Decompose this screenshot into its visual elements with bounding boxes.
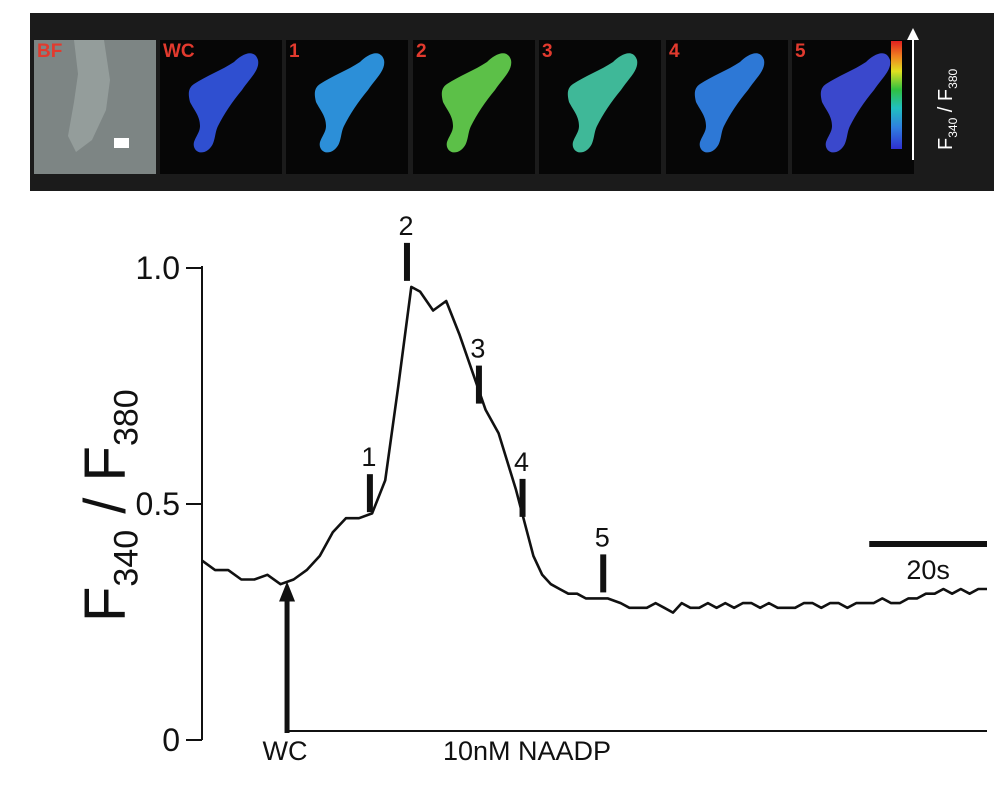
panel-label: 1 (289, 41, 300, 62)
cell-image (314, 53, 385, 153)
image-strip: BF WC 1 2 3 4 5 (30, 13, 994, 191)
time-marker-label: 3 (470, 334, 485, 364)
cell-shape (820, 53, 891, 153)
time-marker-label: 2 (398, 211, 413, 241)
image-panel-4: 4 (666, 40, 788, 174)
micro-scale-bar (114, 138, 129, 148)
time-marker-4 (519, 478, 526, 517)
colorbar-arrowhead (907, 28, 919, 40)
wc-label: WC (263, 736, 308, 766)
cell-image (820, 53, 891, 153)
treatment-label: 10nM NAADP (443, 736, 611, 766)
time-marker-3 (475, 365, 482, 404)
cell-image (694, 53, 765, 153)
time-marker-2 (403, 242, 410, 281)
panel-label: 4 (669, 41, 680, 62)
cell-image (68, 40, 129, 152)
colorbar (891, 41, 902, 149)
cell-shape (694, 53, 765, 153)
time-marker-label: 5 (595, 522, 610, 552)
time-marker-label: 4 (514, 447, 529, 477)
time-marker-label: 1 (361, 442, 376, 472)
y-tick-label: 0 (162, 722, 180, 758)
cell-image (188, 53, 259, 153)
panel-label: WC (163, 41, 195, 62)
panel-label: 3 (542, 41, 553, 62)
cell-shape (441, 53, 512, 153)
panel-label: 5 (795, 41, 806, 62)
y-tick-label: 1.0 (136, 250, 180, 286)
y-axis-label: F340 / F380 (73, 389, 146, 622)
time-scale-label: 20s (906, 555, 950, 585)
time-scale-bar (869, 541, 987, 547)
image-panel-2: 2 (413, 40, 535, 174)
time-marker-5 (600, 554, 607, 593)
time-marker-1 (366, 474, 373, 513)
cell-shape (567, 53, 638, 153)
image-panel-bf: BF (34, 40, 156, 174)
y-tick-label: 0.5 (136, 486, 180, 522)
cell-image (441, 53, 512, 153)
image-panel-wc: WC (160, 40, 282, 174)
cell-image (567, 53, 638, 153)
series-line-ratio (201, 285, 987, 614)
image-panel-1: 1 (286, 40, 408, 174)
panel-label: 2 (416, 41, 427, 62)
colorbar-arrow (912, 36, 914, 160)
cell-shape (314, 53, 385, 153)
wc-arrow-head (279, 581, 296, 602)
cell-shape (188, 53, 259, 153)
panel-label: BF (37, 41, 63, 62)
image-panel-3: 3 (539, 40, 661, 174)
